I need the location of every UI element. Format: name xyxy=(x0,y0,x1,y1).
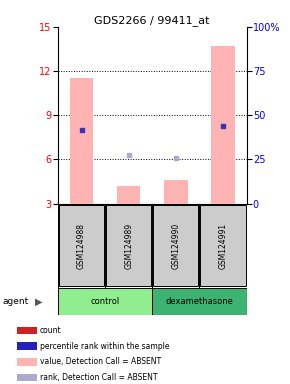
Bar xyxy=(200,205,246,286)
Text: GSM124989: GSM124989 xyxy=(124,223,133,269)
Text: GSM124988: GSM124988 xyxy=(77,223,86,269)
Bar xyxy=(59,205,104,286)
Bar xyxy=(17,342,37,350)
Text: ▶: ▶ xyxy=(35,296,42,306)
Text: dexamethasone: dexamethasone xyxy=(165,297,233,306)
Bar xyxy=(211,46,235,204)
Bar xyxy=(17,326,37,334)
Bar xyxy=(17,374,37,381)
Text: agent: agent xyxy=(3,297,29,306)
Bar xyxy=(152,288,246,315)
Text: GSM124990: GSM124990 xyxy=(171,223,180,269)
Title: GDS2266 / 99411_at: GDS2266 / 99411_at xyxy=(95,15,210,26)
Text: rank, Detection Call = ABSENT: rank, Detection Call = ABSENT xyxy=(40,373,157,382)
Text: GSM124991: GSM124991 xyxy=(218,223,227,269)
Text: control: control xyxy=(90,297,120,306)
Bar xyxy=(153,205,198,286)
Bar xyxy=(164,180,188,204)
Bar xyxy=(117,186,140,204)
Text: value, Detection Call = ABSENT: value, Detection Call = ABSENT xyxy=(40,357,161,366)
Bar xyxy=(17,358,37,366)
Bar xyxy=(70,78,93,204)
Bar xyxy=(106,205,151,286)
Text: count: count xyxy=(40,326,61,335)
Text: percentile rank within the sample: percentile rank within the sample xyxy=(40,342,169,351)
Bar xyxy=(58,288,152,315)
